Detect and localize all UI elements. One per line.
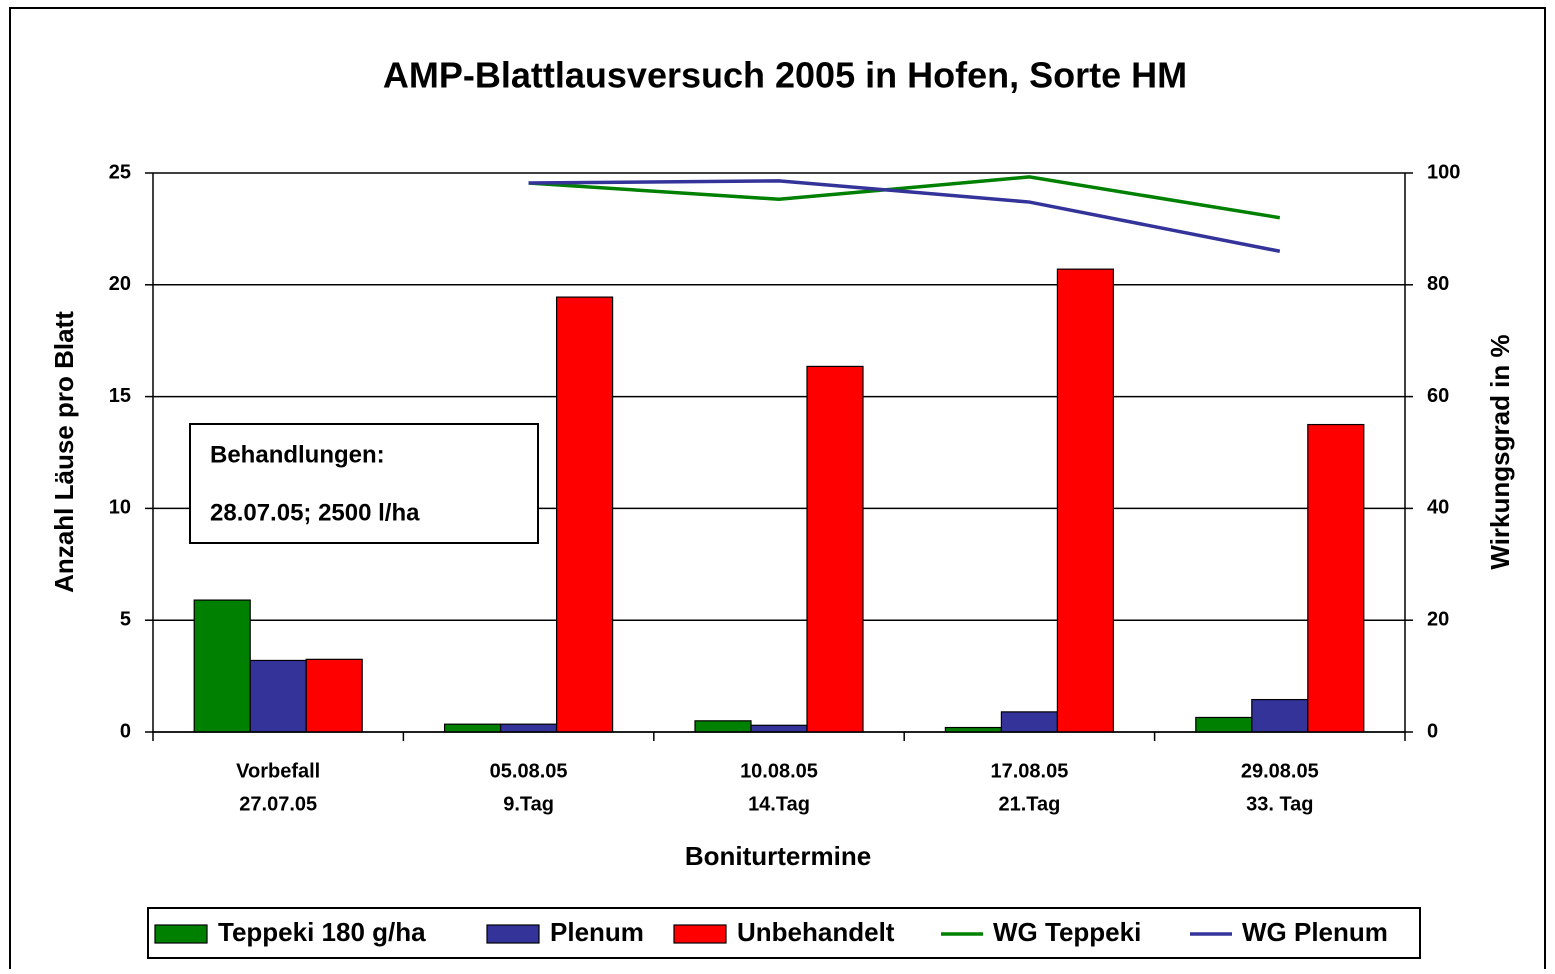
x-tick-label: 9.Tag xyxy=(503,793,554,815)
legend-label: Teppeki 180 g/ha xyxy=(218,917,426,947)
bar xyxy=(444,723,502,733)
y-tick-label: 25 xyxy=(109,161,131,183)
bar xyxy=(193,599,251,733)
annotation-box xyxy=(189,423,539,544)
annotation: 28.07.05; 2500 l/ha xyxy=(210,499,420,526)
y2-tick-label: 40 xyxy=(1427,497,1449,519)
y2-tick-label: 0 xyxy=(1427,720,1438,742)
y2-tick-label: 20 xyxy=(1427,608,1449,630)
y-tick-label: 10 xyxy=(109,497,131,519)
x-tick-label: 33. Tag xyxy=(1246,793,1313,815)
chart-title: AMP-Blattlausversuch 2005 in Hofen, Sort… xyxy=(383,55,1187,96)
y-tick-label: 5 xyxy=(120,608,131,630)
x-tick-label: Vorbefall xyxy=(236,760,320,782)
legend-label: WG Teppeki xyxy=(993,917,1141,947)
y-tick-label: 15 xyxy=(109,385,131,407)
bar xyxy=(750,724,808,733)
annotation: Behandlungen: xyxy=(210,441,385,468)
legend-swatch xyxy=(154,924,208,944)
bar xyxy=(806,365,864,733)
legend-swatch xyxy=(486,924,540,944)
x-tick-label: 14.Tag xyxy=(748,793,810,815)
bar xyxy=(1000,711,1059,733)
legend-swatch xyxy=(673,924,727,944)
y2-tick-label: 100 xyxy=(1427,161,1460,183)
y2-tick-label: 60 xyxy=(1427,385,1449,407)
bar xyxy=(249,659,307,733)
bar xyxy=(1195,716,1253,733)
y-tick-label: 0 xyxy=(120,720,131,742)
line-series xyxy=(528,179,1281,253)
x-tick-label: 29.08.05 xyxy=(1241,760,1319,782)
legend-label: Plenum xyxy=(550,917,644,947)
y-tick-label: 20 xyxy=(109,273,131,295)
x-tick-label: 10.08.05 xyxy=(740,760,818,782)
y-axis-label: Anzahl Läuse pro Blatt xyxy=(49,311,79,593)
x-axis-label: Boniturtermine xyxy=(685,841,871,871)
legend-label: WG Plenum xyxy=(1242,917,1388,947)
bar xyxy=(555,296,614,733)
bar xyxy=(694,720,752,733)
bar xyxy=(305,658,363,733)
line-series xyxy=(528,175,1281,220)
x-tick-label: 27.07.05 xyxy=(239,793,317,815)
bar xyxy=(500,723,558,733)
x-tick-label: 05.08.05 xyxy=(490,760,568,782)
legend-label: Unbehandelt xyxy=(737,917,895,947)
x-tick-label: 17.08.05 xyxy=(990,760,1068,782)
y2-tick-label: 80 xyxy=(1427,273,1449,295)
bar xyxy=(1307,423,1365,733)
y2-axis-label: Wirkungsgrad in % xyxy=(1485,334,1515,569)
bar xyxy=(1056,268,1115,733)
bar xyxy=(1251,698,1309,733)
x-tick-label: 21.Tag xyxy=(998,793,1060,815)
